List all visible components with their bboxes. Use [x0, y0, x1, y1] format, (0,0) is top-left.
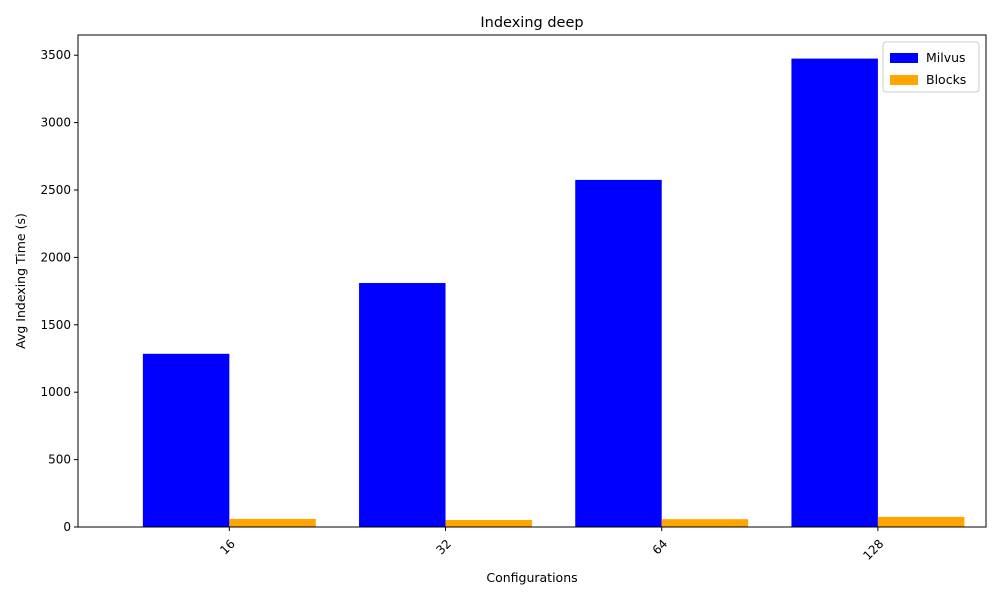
bar-blocks-32 — [445, 519, 532, 527]
bar-blocks-64 — [661, 519, 749, 527]
bar-milvus-64 — [575, 179, 662, 527]
legend-swatch-blocks — [890, 75, 918, 85]
y-tick-label: 0 — [63, 520, 71, 534]
x-tick-label: 16 — [217, 537, 238, 558]
y-axis-label: Avg Indexing Time (s) — [13, 213, 28, 349]
x-tick-label: 64 — [650, 537, 671, 558]
x-tick-label: 32 — [433, 537, 454, 558]
y-tick-label: 1500 — [40, 318, 71, 332]
y-tick-label: 2500 — [40, 183, 71, 197]
x-axis-label: Configurations — [486, 570, 577, 585]
y-tick-label: 2000 — [40, 250, 71, 264]
x-axis: 16 32 64 128 — [217, 527, 886, 563]
legend: Milvus Blocks — [882, 41, 980, 93]
bar-blocks-16 — [229, 518, 316, 527]
y-tick-label: 3000 — [40, 116, 71, 130]
legend-label-blocks: Blocks — [926, 72, 966, 87]
legend-label-milvus: Milvus — [926, 50, 966, 65]
bar-milvus-32 — [359, 283, 446, 527]
bar-blocks-128 — [877, 516, 965, 527]
y-tick-label: 1000 — [40, 385, 71, 399]
x-tick-label: 128 — [860, 537, 886, 563]
bars-group — [142, 58, 965, 528]
y-tick-label: 500 — [48, 453, 71, 467]
y-tick-label: 3500 — [40, 48, 71, 62]
bar-milvus-128 — [791, 58, 878, 528]
y-axis: 0 500 1000 1500 2000 2500 3000 3500 — [40, 48, 78, 534]
bar-milvus-16 — [142, 353, 230, 527]
plot-frame — [77, 34, 987, 528]
legend-swatch-milvus — [890, 53, 918, 63]
chart-title: Indexing deep — [480, 15, 583, 31]
